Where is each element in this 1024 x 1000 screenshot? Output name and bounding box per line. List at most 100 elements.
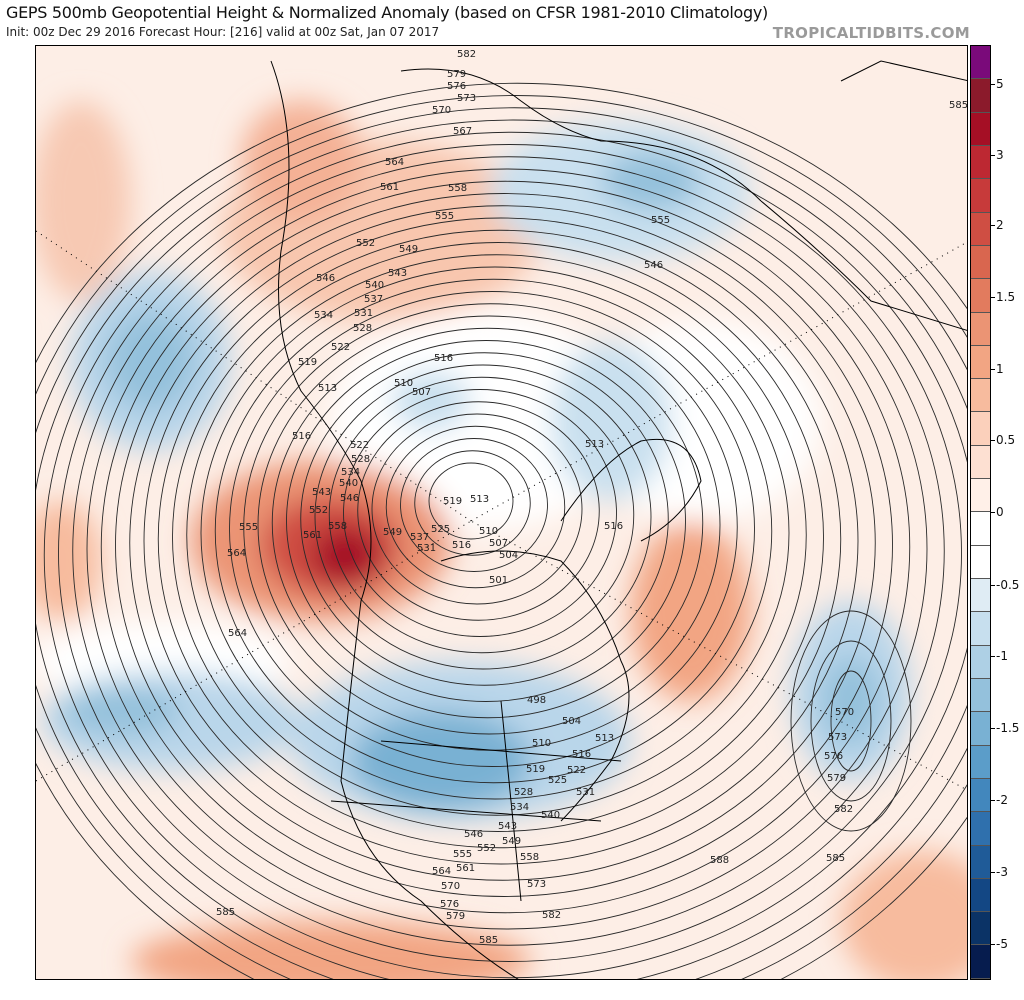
contour-label: 549 <box>399 244 418 255</box>
height-contour <box>271 327 704 719</box>
contour-label: 537 <box>410 532 429 543</box>
colorbar-tick-label: 5 <box>991 77 1004 91</box>
colorbar-segment <box>971 678 990 713</box>
contour-label: 552 <box>309 505 328 516</box>
brand-watermark: TROPICALTIDBITS.COM <box>772 24 970 42</box>
height-contour <box>86 168 928 930</box>
colorbar <box>970 45 991 980</box>
contour-label: 525 <box>548 775 567 786</box>
contour-label: 552 <box>477 843 496 854</box>
contour-label: 522 <box>350 440 369 451</box>
colorbar-segment <box>971 312 990 346</box>
colorbar-segment <box>971 112 990 146</box>
contour-label: 576 <box>440 899 459 910</box>
contour-label: 522 <box>331 342 350 353</box>
contour-label: 519 <box>298 357 317 368</box>
colorbar-tick-label: -5 <box>991 937 1008 951</box>
colorbar-tick-label: 1.5 <box>990 290 1016 304</box>
contour-label: 555 <box>651 215 670 226</box>
contour-label: 513 <box>595 733 614 744</box>
contour-label: 504 <box>562 716 581 727</box>
height-contour <box>43 131 967 979</box>
colorbar-segment <box>971 545 990 579</box>
contour-label: 561 <box>380 182 399 193</box>
contour-label: 579 <box>447 69 466 80</box>
colorbar-segment <box>971 279 990 313</box>
contour-label: 582 <box>542 910 561 921</box>
contour-label: 585 <box>949 100 968 111</box>
colorbar-segment <box>971 46 990 80</box>
contour-label: 507 <box>489 538 508 549</box>
contour-label: 498 <box>527 695 546 706</box>
contour-label: 501 <box>489 575 508 586</box>
colorbar-segment <box>971 778 990 813</box>
height-contour <box>414 450 531 556</box>
colorbar-segment <box>971 845 990 879</box>
contour-label: 519 <box>443 496 462 507</box>
contour-label: 585 <box>216 907 235 918</box>
contour-label: 585 <box>826 853 845 864</box>
contour-label: 528 <box>514 787 533 798</box>
height-contour <box>300 352 669 686</box>
contour-label: 510 <box>532 738 551 749</box>
colorbar-segment <box>971 579 990 613</box>
height-contour <box>257 315 721 735</box>
contour-label: 561 <box>456 863 475 874</box>
colorbar-segment <box>971 345 990 380</box>
colorbar-segment <box>971 878 990 913</box>
chart-title: GEPS 500mb Geopotential Height & Normali… <box>6 3 768 22</box>
contour-label: 564 <box>227 548 246 559</box>
contour-label: 573 <box>828 732 847 743</box>
colorbar-segment <box>971 145 990 180</box>
colorbar-segment <box>971 212 990 246</box>
contour-label: 546 <box>644 260 663 271</box>
contour-label: 555 <box>239 522 258 533</box>
height-contour <box>328 376 635 654</box>
contour-label: 516 <box>434 353 453 364</box>
colorbar-tick-label: -1 <box>991 649 1008 663</box>
colorbar-tick-label: 3 <box>991 148 1004 162</box>
contour-label: 516 <box>604 521 623 532</box>
contour-label: 564 <box>228 628 247 639</box>
contour-label: 564 <box>432 866 451 877</box>
contour-label: 516 <box>292 431 311 442</box>
height-contour <box>186 254 807 816</box>
height-contour <box>385 425 566 589</box>
forecast-info: Init: 00z Dec 29 2016 Forecast Hour: [21… <box>6 25 440 39</box>
colorbar-segment <box>971 912 990 946</box>
colorbar-segment <box>971 645 990 679</box>
colorbar-segment <box>971 812 990 846</box>
height-contour <box>343 389 617 637</box>
contour-label: 546 <box>464 829 483 840</box>
coastlines <box>270 60 967 979</box>
contour-label: 567 <box>453 126 472 137</box>
contour-label: 558 <box>448 183 467 194</box>
contour-label: 576 <box>447 81 466 92</box>
height-contour <box>58 144 962 962</box>
contour-label: 573 <box>527 879 546 890</box>
colorbar-segment <box>971 445 990 480</box>
colorbar-tick-label: 2 <box>991 218 1004 232</box>
contour-label: 543 <box>498 821 517 832</box>
contour-label: 531 <box>576 787 595 798</box>
contour-label: 549 <box>383 527 402 538</box>
height-contour <box>72 156 945 946</box>
contour-label: 585 <box>479 935 498 946</box>
contour-label: 558 <box>328 521 347 532</box>
contour-label: 570 <box>441 881 460 892</box>
contour-label: 549 <box>502 836 521 847</box>
colorbar-segment <box>971 712 990 746</box>
height-contour <box>200 266 790 800</box>
contour-label: 525 <box>431 524 450 535</box>
contour-label: 519 <box>526 764 545 775</box>
height-contour <box>129 205 876 881</box>
height-contour <box>36 82 967 979</box>
contour-label: 513 <box>470 494 489 505</box>
height-contour <box>790 610 912 832</box>
height-contour <box>115 193 893 897</box>
colorbar-tick-label: 1 <box>991 362 1004 376</box>
colorbar-segment <box>971 245 990 280</box>
height-contour <box>36 119 967 979</box>
contour-label: 570 <box>835 707 854 718</box>
